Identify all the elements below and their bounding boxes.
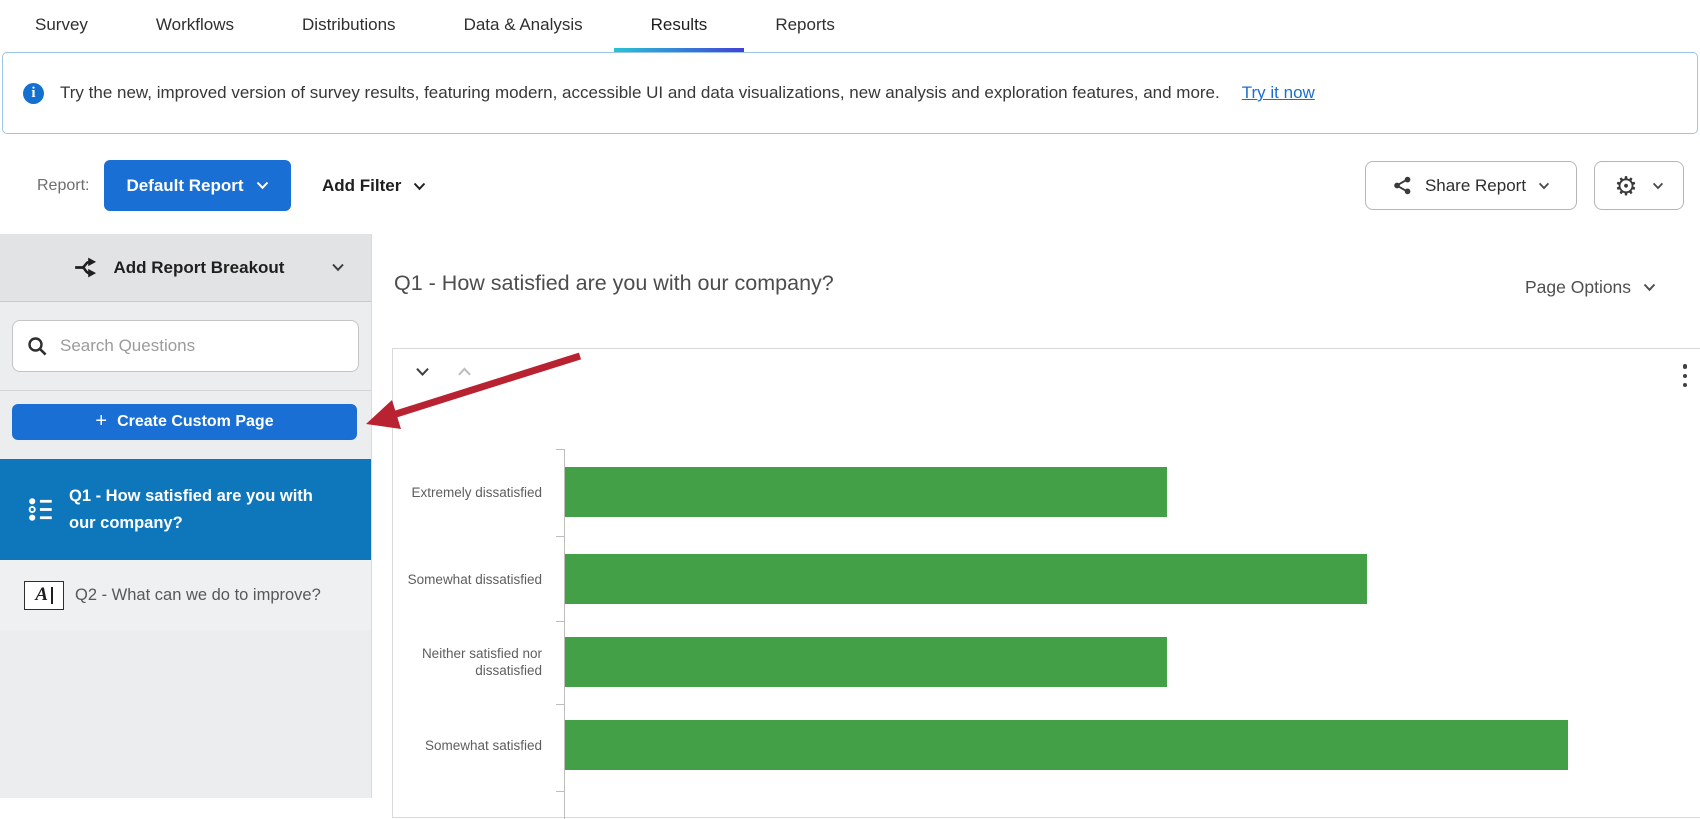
chevron-down-icon: [1652, 182, 1664, 190]
breakout-label: Add Report Breakout: [113, 257, 285, 277]
chart-bar: [565, 467, 1167, 517]
chart-plot: Extremely dissatisfied Somewhat dissatisf…: [393, 349, 1700, 819]
add-report-breakout[interactable]: Add Report Breakout: [0, 234, 371, 302]
tab-results[interactable]: Results: [613, 15, 744, 55]
plus-icon: +: [95, 410, 108, 432]
add-filter-button[interactable]: Add Filter: [322, 160, 426, 212]
question-widget-card: Extremely dissatisfied Somewhat dissatisf…: [392, 348, 1700, 819]
add-filter-label: Add Filter: [322, 176, 402, 195]
share-icon: [1392, 175, 1413, 196]
chart-category-label: Extremely dissatisfied: [411, 484, 542, 500]
tab-distributions[interactable]: Distributions: [302, 15, 396, 34]
question-search: [12, 320, 359, 372]
create-custom-page-button[interactable]: + Create Custom Page: [12, 404, 357, 440]
chart-bar: [565, 637, 1167, 687]
axis-tick: [556, 621, 564, 622]
chart-category-label: Neither satisfied nor dissatisfied: [421, 646, 542, 678]
axis-tick: [556, 704, 564, 705]
report-label: Report:: [37, 177, 90, 194]
report-selector-label: Default Report: [126, 175, 244, 195]
report-settings-button[interactable]: ⚙: [1594, 161, 1684, 210]
chart-category-label: Somewhat satisfied: [424, 737, 542, 753]
widget-options-kebab-icon[interactable]: [1677, 362, 1693, 390]
multiple-choice-icon: [24, 491, 61, 528]
report-sidebar: Add Report Breakout + Create Custom Page: [0, 234, 372, 798]
info-icon: i: [23, 82, 44, 104]
chart-bar: [565, 720, 1568, 770]
chart-y-axis: [564, 449, 565, 819]
chart-bar: [565, 554, 1367, 604]
sidebar-item-q2[interactable]: A Q2 - What can we do to improve?: [0, 560, 371, 630]
info-banner: i Try the new, improved version of surve…: [2, 52, 1698, 134]
search-icon: [27, 336, 48, 357]
report-toolbar: Report: Default Report Add Filter Share …: [0, 160, 1700, 212]
tab-reports[interactable]: Reports: [775, 15, 835, 34]
sidebar-divider: [0, 390, 371, 391]
chevron-down-icon: [1538, 182, 1550, 190]
page-title: Q1 - How satisfied are you with our comp…: [394, 271, 834, 295]
sidebar-item-q2-label: Q2 - What can we do to improve?: [75, 585, 321, 604]
report-selector-button[interactable]: Default Report: [104, 160, 291, 211]
chevron-down-icon: [413, 182, 426, 191]
top-navigation: Survey Workflows Distributions Data & An…: [0, 0, 1700, 55]
axis-tick: [556, 791, 564, 792]
text-entry-icon: A: [24, 580, 64, 610]
tab-workflows[interactable]: Workflows: [155, 15, 235, 34]
share-report-label: Share Report: [1424, 175, 1527, 195]
share-report-button[interactable]: Share Report: [1365, 161, 1577, 210]
axis-tick: [556, 536, 564, 537]
chart-category-label: Somewhat dissatisfied: [407, 571, 542, 587]
page-options-button[interactable]: Page Options: [1525, 277, 1656, 298]
chevron-down-icon: [1643, 283, 1656, 292]
axis-tick: [556, 449, 564, 450]
banner-message: Try the new, improved version of survey …: [60, 83, 1220, 102]
chevron-down-icon: [256, 181, 269, 190]
page-options-label: Page Options: [1525, 277, 1632, 297]
try-it-now-link[interactable]: Try it now: [1241, 83, 1315, 102]
gear-icon: ⚙: [1614, 170, 1638, 201]
sidebar-item-q1-label: Q1 - How satisfied are you with our comp…: [69, 486, 313, 532]
tab-data-analysis[interactable]: Data & Analysis: [463, 15, 583, 34]
sidebar-item-q1[interactable]: Q1 - How satisfied are you with our comp…: [0, 459, 371, 560]
create-custom-page-label: Create Custom Page: [117, 413, 274, 430]
breakout-split-icon: [73, 254, 100, 281]
tab-survey[interactable]: Survey: [35, 15, 88, 34]
search-questions-input[interactable]: [58, 335, 344, 357]
chevron-down-icon: [331, 263, 345, 272]
